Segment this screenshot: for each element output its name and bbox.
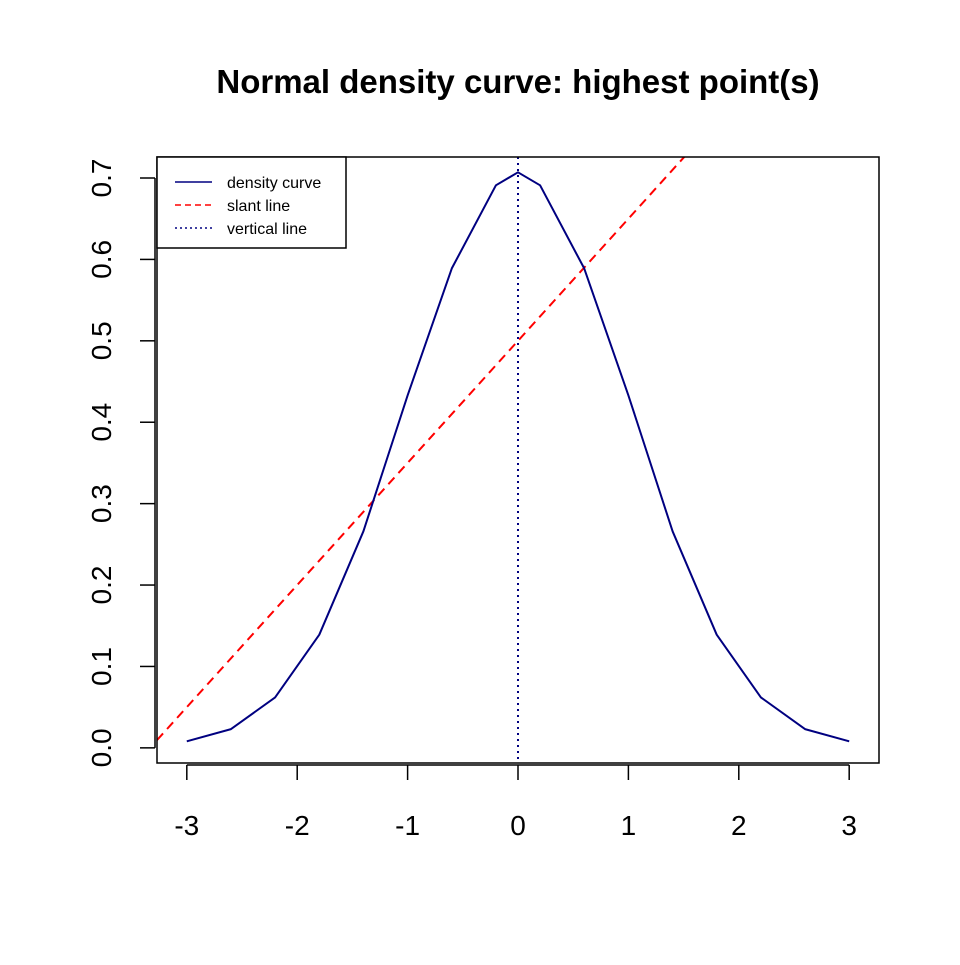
- x-tick-label: 1: [621, 810, 637, 841]
- x-tick-label: 3: [841, 810, 857, 841]
- legend: density curve slant line vertical line: [157, 157, 346, 248]
- x-tick-label: -2: [285, 810, 310, 841]
- y-tick-label: 0.5: [86, 321, 117, 360]
- y-tick-label: 0.0: [86, 728, 117, 767]
- y-tick-label: 0.3: [86, 484, 117, 523]
- x-axis: -3 -2 -1 0 1 2 3: [174, 765, 857, 841]
- y-tick-label: 0.4: [86, 403, 117, 442]
- x-tick-label: 0: [510, 810, 526, 841]
- y-tick-label: 0.1: [86, 647, 117, 686]
- chart-title: Normal density curve: highest point(s): [216, 63, 819, 100]
- y-tick-label: 0.6: [86, 240, 117, 279]
- x-tick-label: 2: [731, 810, 747, 841]
- plot-content: [157, 0, 879, 763]
- x-tick-label: -3: [174, 810, 199, 841]
- y-axis: 0.0 0.1 0.2 0.3 0.4 0.5 0.6 0.7: [86, 159, 155, 768]
- slant-line: [157, 0, 879, 740]
- legend-label: density curve: [227, 175, 321, 192]
- y-tick-label: 0.7: [86, 159, 117, 198]
- y-tick-label: 0.2: [86, 566, 117, 605]
- legend-label: vertical line: [227, 221, 307, 238]
- legend-label: slant line: [227, 198, 290, 215]
- x-tick-label: -1: [395, 810, 420, 841]
